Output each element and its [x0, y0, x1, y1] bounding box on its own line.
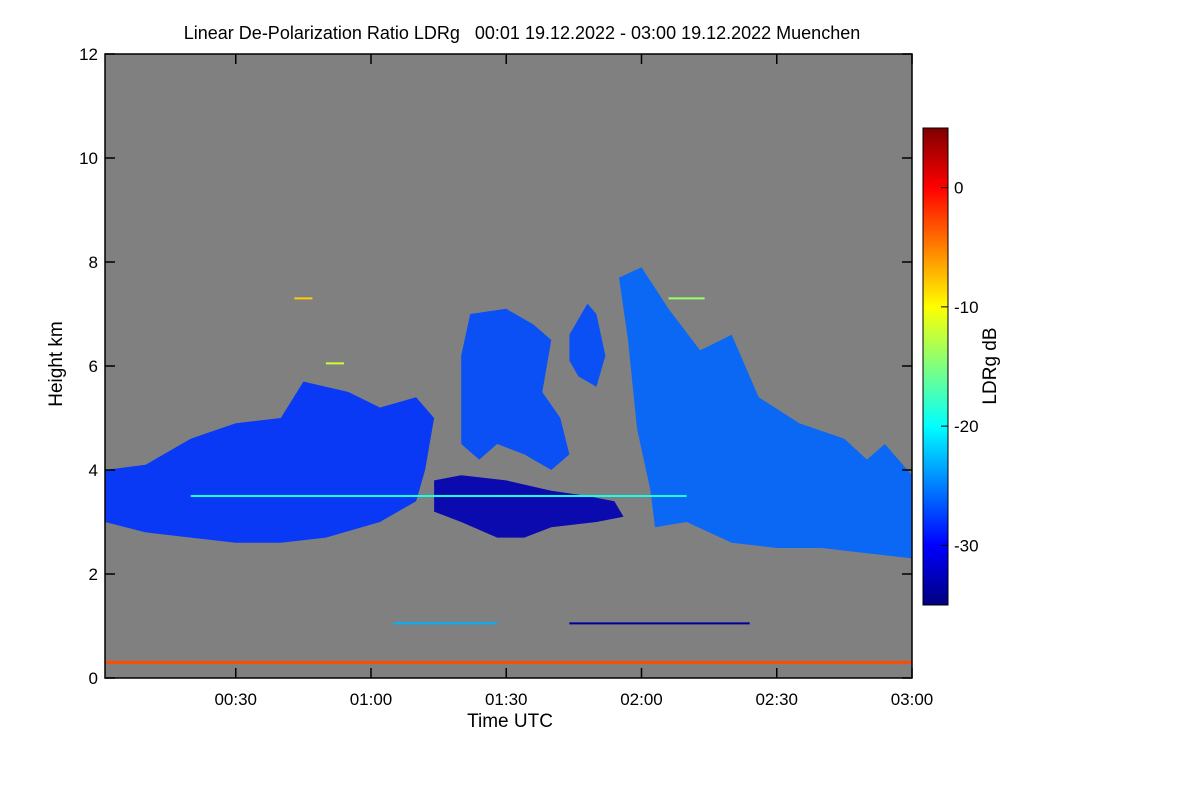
- y-tick-label: 6: [89, 357, 98, 376]
- cloud-region-dark-layer-0125-0200: [434, 475, 624, 538]
- chart-title: Linear De-Polarization Ratio LDRg 00:01 …: [184, 23, 860, 43]
- y-tick-label: 2: [89, 565, 98, 584]
- y-tick-label: 10: [79, 149, 98, 168]
- y-tick-label: 4: [89, 461, 98, 480]
- x-tick-label: 02:00: [620, 690, 663, 709]
- cloud-region-cloud-0155-0300: [619, 267, 912, 559]
- x-tick-label: 01:30: [485, 690, 528, 709]
- colorbar-tick-label: -10: [954, 298, 979, 317]
- x-axis-label: Time UTC: [467, 711, 553, 732]
- y-tick-label: 0: [89, 669, 98, 688]
- y-tick-label: 12: [79, 45, 98, 64]
- colorbar-tick-label: -30: [954, 536, 979, 555]
- x-tick-label: 02:30: [755, 690, 798, 709]
- cloud-region-cloud-0120-0145: [461, 308, 570, 470]
- x-tick-label: 01:00: [350, 690, 393, 709]
- colorbar-tick-label: -20: [954, 417, 979, 436]
- colorbar-ticks: 0 -10 -20 -30: [941, 179, 979, 555]
- cloud-region-low-cloud-layer-0000-0100: [105, 381, 435, 543]
- colorbar-tick-label: 0: [954, 179, 963, 198]
- colorbar-label: LDRg dB: [980, 327, 1001, 404]
- cloud-layer: [105, 267, 912, 559]
- line-feature-layer: [105, 297, 912, 664]
- y-axis-ticks: 0 2 4 6 8 10 12: [79, 45, 912, 688]
- x-tick-label: 00:30: [214, 690, 257, 709]
- x-tick-label: 03:00: [891, 690, 934, 709]
- colorbar: [922, 127, 949, 606]
- y-axis-label: Height km: [46, 321, 67, 407]
- cloud-region-cloud-0142-0150: [569, 303, 606, 387]
- x-axis-ticks: 00:30 01:00 01:30 02:00 02:30 03:00: [214, 54, 933, 709]
- y-tick-label: 8: [89, 253, 98, 272]
